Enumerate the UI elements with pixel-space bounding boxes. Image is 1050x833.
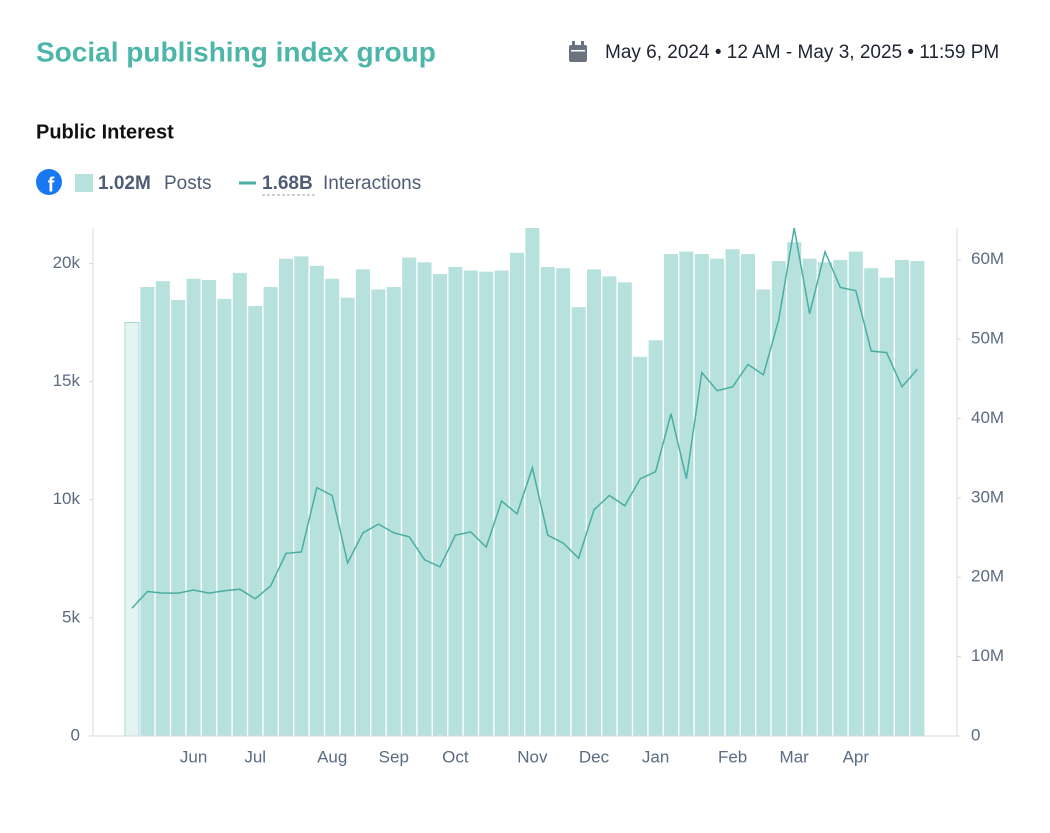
bar [540,266,555,736]
svg-text:f: f [48,174,55,196]
bar [725,249,740,736]
bar [279,258,293,736]
bar [864,268,879,736]
bar [771,261,786,736]
x-tick-label: Apr [843,747,870,766]
bar [402,257,417,736]
bar [741,253,755,736]
bar [340,297,355,736]
legend-total: 1.68B [262,173,313,194]
bar [217,298,232,736]
bar [895,259,909,736]
x-tick-label: Feb [718,747,747,766]
bar [710,258,725,736]
bar [171,300,186,736]
legend-label[interactable]: Posts [164,173,212,194]
plot: 0 5k 10k 15k 20k 0 10M 20M 30M 40M 50M 60M Jun Jul Aug… [53,227,1004,766]
y2-tick-label: 40M [971,408,1004,427]
bar [294,256,309,736]
bar [155,281,170,736]
bar [433,274,447,736]
y2-tick-label: 0 [971,725,980,744]
bar [802,258,817,736]
y2-tick-label: 30M [971,487,1004,506]
legend-total: 1.02M [98,173,151,194]
y-tick-label: 15k [53,371,81,390]
bar [787,242,802,736]
bar [525,228,540,736]
bar [633,356,648,736]
x-tick-label: Aug [317,747,347,766]
x-tick-label: Nov [517,747,548,766]
y2-tick-label: 50M [971,329,1004,348]
y-tick-label: 20k [53,253,81,272]
bar [587,269,601,736]
bar [232,272,247,736]
bar [602,276,617,736]
x-tick-label: Jul [244,747,266,766]
x-tick-label: Jan [642,747,669,766]
bar [664,253,678,736]
line [131,227,918,609]
bar [479,271,494,736]
bar [694,253,709,736]
bar [140,287,155,736]
bar [202,279,216,736]
y-tick-label: 5k [62,607,80,626]
chart-title: Public Interest [36,121,174,143]
y-tick-label: 0 [71,725,80,744]
bar [309,265,324,736]
bar [848,251,863,736]
y2-tick-label: 10M [971,646,1004,665]
bar [818,262,832,736]
bar [617,282,632,736]
legend-swatch [75,174,93,192]
x-tick-label: Dec [579,747,610,766]
y2-tick-label: 60M [971,249,1004,268]
page-title: Social publishing index group [36,36,436,67]
facebook-icon: f [36,169,62,196]
bar [571,307,586,736]
bar [371,289,386,736]
calendar-icon [569,41,587,62]
bar [248,305,263,736]
bar [263,287,278,736]
y2-tick-label: 20M [971,567,1004,586]
bar [833,259,848,736]
bar [325,278,340,736]
bar [556,268,571,736]
x-tick-label: Sep [379,747,409,766]
bar [910,261,925,736]
bar [679,251,694,736]
bar [756,289,771,736]
bar [448,266,463,736]
x-tick-label: Jun [180,747,207,766]
bar [510,252,524,736]
y-tick-label: 10k [53,489,81,508]
x-tick-label: Mar [780,747,810,766]
bar [879,277,894,736]
bar [124,322,140,737]
bar [186,278,201,736]
bar [417,262,432,736]
date-range[interactable]: May 6, 2024 • 12 AM - May 3, 2025 • 11:5… [605,42,999,63]
bar [463,270,478,736]
legend-label[interactable]: Interactions [323,173,421,194]
bar [356,269,370,736]
x-tick-label: Oct [442,747,469,766]
bar [648,340,663,736]
bar [386,287,401,736]
